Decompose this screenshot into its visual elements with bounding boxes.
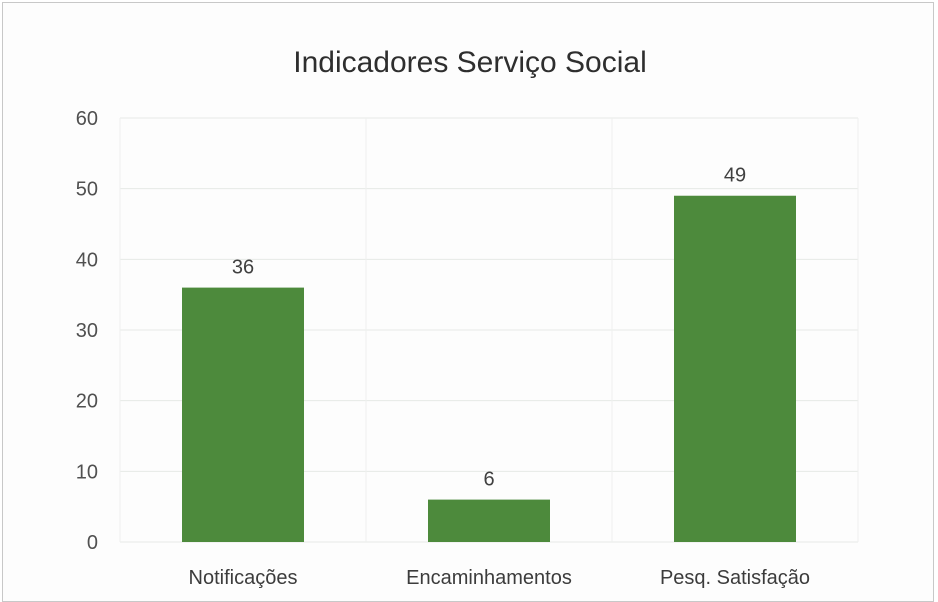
y-tick-label: 50 <box>76 179 98 201</box>
x-axis-categories: Notificações Encaminhamentos Pesq. Satisfa… <box>189 567 811 589</box>
y-tick-label: 0 <box>87 532 98 554</box>
y-axis-ticks: 0 10 20 30 40 50 60 <box>76 108 98 554</box>
bar <box>674 195 796 542</box>
y-tick-label: 30 <box>76 320 98 342</box>
bar <box>182 287 304 542</box>
data-label: 49 <box>724 165 746 187</box>
x-category-label: Pesq. Satisfação <box>660 567 810 589</box>
y-tick-label: 10 <box>76 461 98 483</box>
y-tick-label: 20 <box>76 391 98 413</box>
y-tick-label: 40 <box>76 249 98 271</box>
data-label: 6 <box>483 469 494 491</box>
x-category-label: Notificações <box>189 567 298 589</box>
data-labels: 36 6 49 <box>232 165 746 491</box>
chart-title: Indicadores Serviço Social <box>293 46 647 79</box>
bar <box>428 499 550 542</box>
bars <box>182 195 796 542</box>
data-label: 36 <box>232 257 254 279</box>
x-category-label: Encaminhamentos <box>406 567 572 589</box>
y-tick-label: 60 <box>76 108 98 130</box>
